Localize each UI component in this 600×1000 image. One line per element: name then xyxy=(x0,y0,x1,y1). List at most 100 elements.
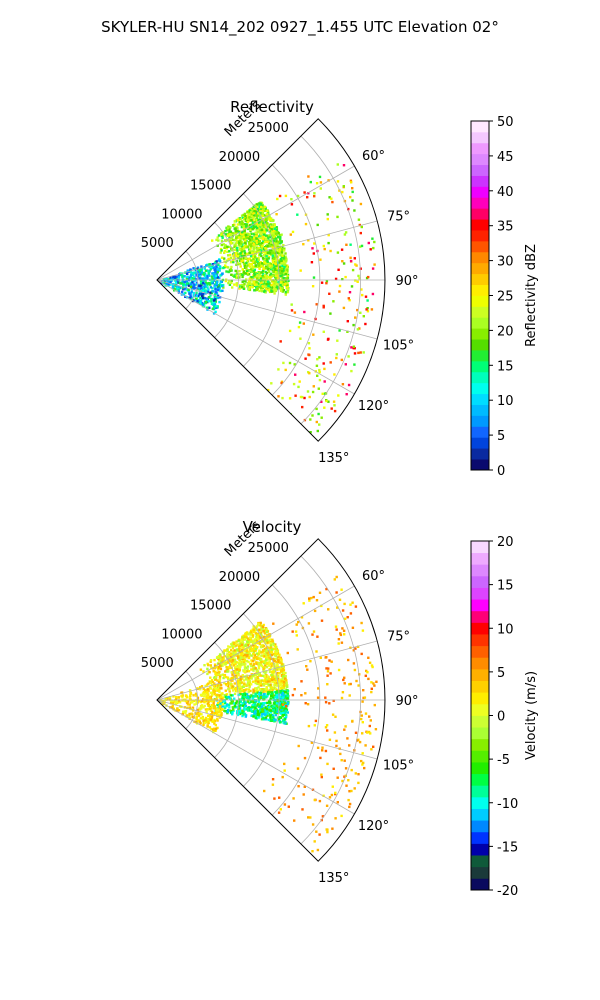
radar-gate xyxy=(316,635,319,638)
radar-gate xyxy=(170,699,174,703)
radar-gate xyxy=(260,684,263,687)
radar-gate xyxy=(215,260,218,263)
radar-gate xyxy=(348,299,351,302)
radar-gate xyxy=(269,697,272,700)
radar-gate xyxy=(279,274,282,277)
colorbar-band xyxy=(471,796,489,809)
radar-gate xyxy=(270,275,273,278)
radar-gate xyxy=(257,652,260,656)
radar-gate xyxy=(233,649,236,652)
radar-gate xyxy=(265,680,268,683)
radar-gate xyxy=(260,271,263,274)
radar-gate xyxy=(328,659,331,662)
radar-gate xyxy=(181,290,184,294)
radar-gate xyxy=(252,257,255,261)
radar-gate xyxy=(269,714,272,717)
radar-gate xyxy=(235,259,238,263)
radar-gate xyxy=(256,222,259,225)
colorbar-bands xyxy=(471,541,489,891)
radar-gate xyxy=(261,284,264,288)
radar-gate xyxy=(257,248,260,252)
radar-gate xyxy=(337,638,341,641)
radar-gate xyxy=(240,214,244,217)
radar-gate xyxy=(272,229,275,232)
radar-gate xyxy=(267,228,271,232)
radar-gate xyxy=(213,305,216,308)
radar-gate xyxy=(361,732,364,735)
radar-gate xyxy=(198,720,202,723)
radar-gate xyxy=(243,712,246,716)
radar-gate xyxy=(214,292,217,296)
radar-gate xyxy=(228,690,231,693)
radar-gate xyxy=(185,694,188,698)
radar-gate xyxy=(265,255,268,258)
radar-gate xyxy=(216,236,219,239)
radar-gate xyxy=(252,243,255,246)
radar-gate xyxy=(249,247,252,250)
radar-gate xyxy=(243,659,247,662)
radar-gate xyxy=(370,690,373,694)
radar-gate xyxy=(189,292,192,295)
radar-gate xyxy=(305,860,308,862)
radar-gate xyxy=(289,233,292,236)
radar-gate xyxy=(224,695,227,698)
radar-gate xyxy=(235,276,238,279)
radar-gate xyxy=(207,663,210,667)
radar-gate xyxy=(256,633,260,637)
radar-gate xyxy=(261,712,264,716)
radar-gate xyxy=(242,287,246,290)
radar-gate xyxy=(256,215,259,218)
radar-gate xyxy=(232,708,235,711)
radar-gate xyxy=(251,703,254,707)
radar-gate xyxy=(281,691,285,695)
radar-gate xyxy=(235,270,239,273)
radar-gate xyxy=(207,714,210,717)
colorbar-band xyxy=(471,645,489,658)
radar-gate xyxy=(282,267,285,271)
radar-gate xyxy=(254,647,258,651)
colorbar-tick-label: 10 xyxy=(497,622,514,637)
radar-gate xyxy=(315,182,319,185)
radar-gate xyxy=(275,694,279,697)
radar-gate xyxy=(190,290,193,294)
radar-gate xyxy=(212,699,215,702)
radar-gate xyxy=(349,682,352,686)
radar-gate xyxy=(340,759,343,762)
radar-gate xyxy=(235,668,238,671)
radar-gate xyxy=(278,796,281,799)
radar-gate xyxy=(242,670,246,673)
colorbar-band xyxy=(471,866,489,879)
radar-gate xyxy=(235,665,238,669)
radar-gate xyxy=(248,631,251,635)
radar-gate xyxy=(261,262,264,265)
radar-gate xyxy=(250,663,253,666)
radar-gate xyxy=(265,639,268,642)
radar-gate xyxy=(229,659,232,662)
radar-gate xyxy=(243,637,247,641)
radar-gate xyxy=(258,628,261,631)
radar-gate xyxy=(248,251,251,254)
radar-gate xyxy=(224,279,228,283)
radar-gate xyxy=(250,708,253,711)
radar-gate xyxy=(247,237,251,240)
radar-gate xyxy=(239,712,242,715)
radar-gate xyxy=(337,668,341,672)
radar-gate xyxy=(194,271,198,275)
radar-gate xyxy=(261,276,264,279)
radar-gate xyxy=(281,264,284,267)
radar-gate xyxy=(236,671,239,674)
radar-gate xyxy=(283,704,286,708)
radar-gate xyxy=(264,240,267,244)
radar-gate xyxy=(207,702,210,705)
radar-gate xyxy=(168,278,171,281)
radar-gate xyxy=(215,676,218,679)
radar-gate xyxy=(324,656,327,659)
radar-gate xyxy=(235,272,239,275)
radar-gate xyxy=(209,268,212,271)
radar-gate xyxy=(276,697,279,700)
radar-gate xyxy=(176,707,179,710)
radar-gate xyxy=(250,240,253,243)
radar-gate xyxy=(332,400,336,403)
radar-gate xyxy=(242,232,245,236)
radar-gate xyxy=(231,646,235,650)
